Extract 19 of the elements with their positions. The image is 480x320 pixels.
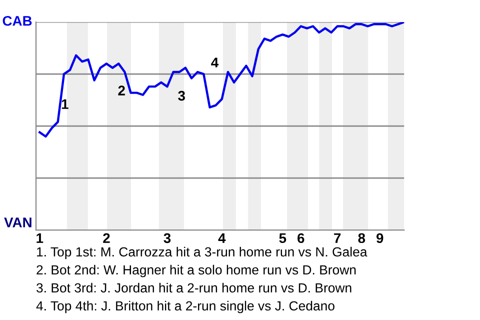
annotation: 1 (62, 99, 68, 109)
text: 3. Bot 3rd: J. Jordan hit a 2-run home run vs D. Brown (36, 282, 352, 293)
text: VAN (4, 218, 32, 228)
x-tick-label: 3 (164, 233, 171, 244)
x-tick-label: 7 (334, 233, 341, 243)
x-tick-label: 2 (103, 233, 110, 243)
text: 1. Top 1st: M. Carrozza hit a 3-run home run vs N. Galea (37, 246, 368, 260)
x-tick-label: 1 (36, 233, 44, 243)
text: CAB (2, 16, 32, 26)
x-tick-label: 8 (358, 233, 366, 244)
x-tick-label: 5 (279, 233, 286, 244)
text: 2. Bot 2nd: W. Hagner hit a solo home run vs D. Brown (36, 264, 356, 278)
annotation: 4 (211, 58, 219, 68)
x-tick-label: 4 (218, 233, 226, 243)
annotation: 2 (118, 86, 125, 96)
annotation: 3 (178, 90, 185, 101)
x-tick-label: 6 (298, 233, 304, 244)
x-tick-label: 9 (376, 233, 384, 244)
text: 4. Top 4th: J. Britton hit a 2-run single vs J. Cedano (36, 300, 334, 314)
